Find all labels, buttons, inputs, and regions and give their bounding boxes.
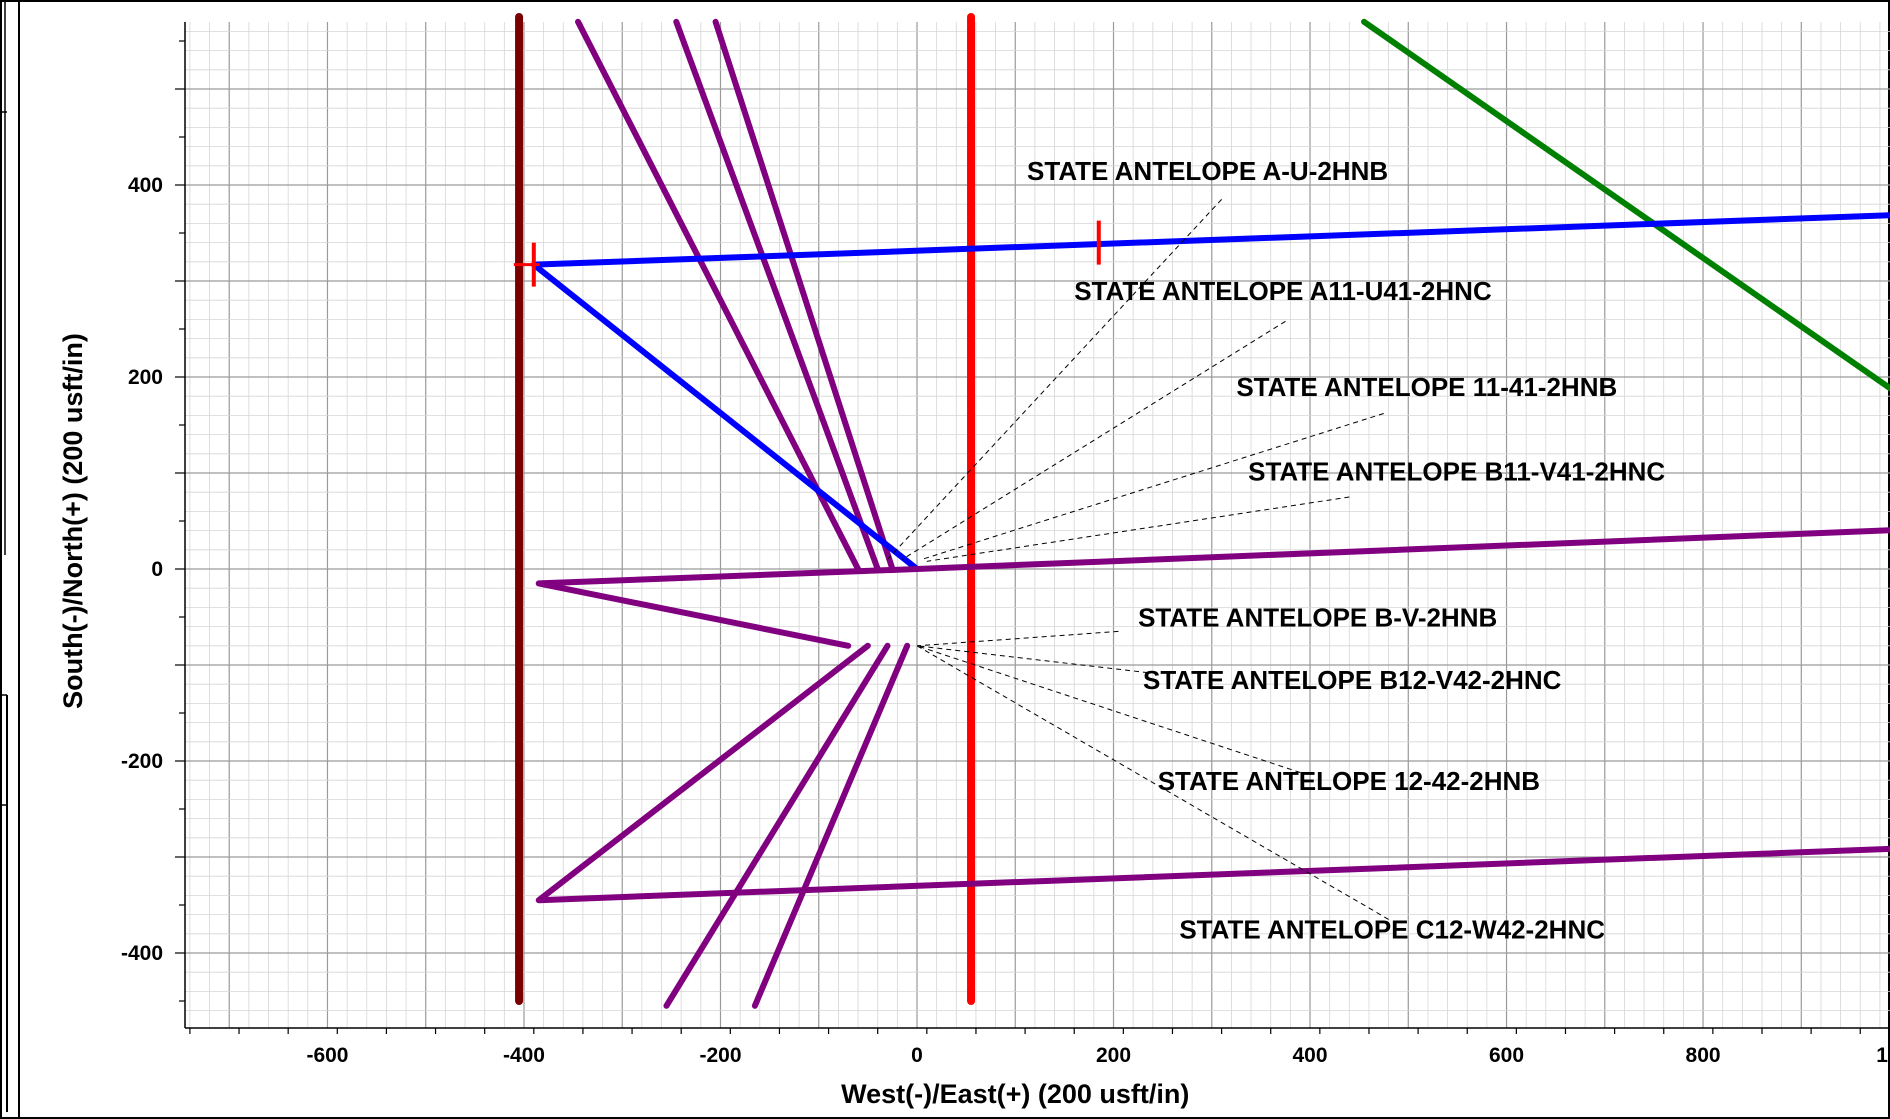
series-line-5 [673,18,881,572]
y-tick-label: -400 [121,942,163,965]
x-axis-title: West(-)/East(+) (200 usft/in) [841,1079,1189,1109]
annotation-leader-8 [916,645,1389,920]
x-tick-label: 400 [1292,1044,1327,1067]
series-line-11 [663,642,891,1009]
y-tick-label: 0 [151,558,163,581]
series-line-3 [1361,18,1890,392]
x-tick-label: 0 [911,1044,923,1067]
well-label-8: STATE ANTELOPE C12-W42-2HNC [1179,915,1605,945]
x-tick-label: 200 [1096,1044,1131,1067]
annotation-leader-7 [916,645,1301,773]
y-axis-title: South(-)/North(+) (200 usft/in) [58,333,88,709]
x-tick-label: 800 [1686,1044,1721,1067]
well-label-2: STATE ANTELOPE A11-U41-2HNC [1074,276,1492,306]
well-label-4: STATE ANTELOPE B11-V41-2HNC [1248,457,1665,487]
x-tick-label: -600 [306,1044,348,1067]
well-label-7: STATE ANTELOPE 12-42-2HNB [1158,766,1540,796]
x-tick-label: -400 [503,1044,545,1067]
grid [185,22,1890,1028]
well-label-6: STATE ANTELOPE B12-V42-2HNC [1143,665,1562,695]
well-label-3: STATE ANTELOPE 11-41-2HNB [1236,372,1617,402]
annotation-leader-6 [916,645,1148,674]
series-line-8 [535,566,920,649]
series-line-6 [712,18,896,572]
annotations: STATE ANTELOPE A-U-2HNB STATE ANTELOPE A1… [887,156,1665,945]
y-tick-label: 400 [128,174,163,197]
x-tick-label: 1000 [1876,1044,1890,1067]
annotation-leader-1 [887,199,1222,560]
series-line-10 [535,642,1890,904]
annotation-leader-2 [901,320,1286,560]
series-line-12 [751,642,911,1009]
y-tick-label: -200 [121,750,163,773]
x-tick-label: -200 [699,1044,741,1067]
series-line-9 [914,527,1890,572]
x-tick-label: 600 [1489,1044,1524,1067]
well-label-5: STATE ANTELOPE B-V-2HNB [1138,603,1497,633]
y-tick-label: 200 [128,366,163,389]
well-label-1: STATE ANTELOPE A-U-2HNB [1027,156,1388,186]
annotation-leader-5 [916,630,1119,647]
series-line-4 [575,18,862,572]
axes: -600 -400 -200 0 200 400 600 800 1000 -400 -200 0 20… [121,22,1890,1067]
series-group [513,13,1890,1009]
